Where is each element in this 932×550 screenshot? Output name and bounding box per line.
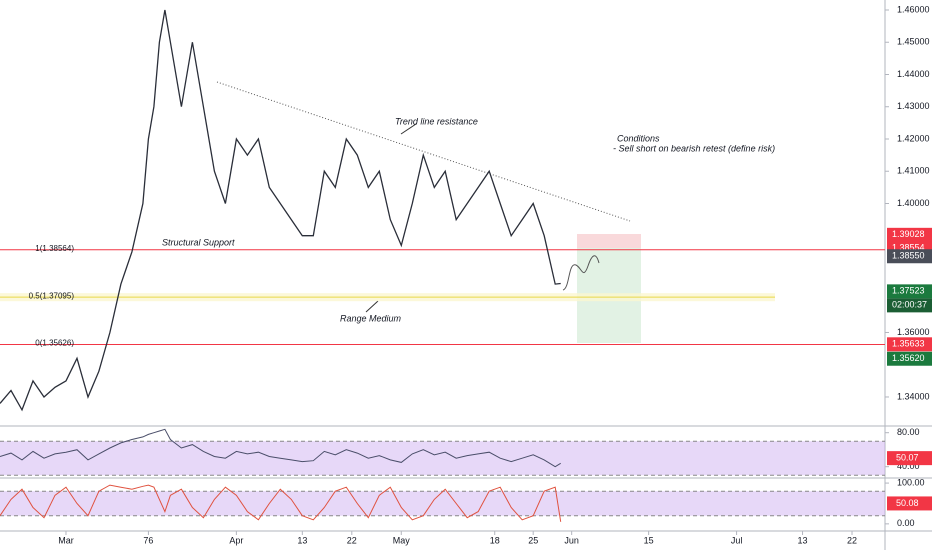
price-tag <box>887 249 932 264</box>
value-tag <box>887 496 932 511</box>
level-label: 0.5(1.37095) <box>29 291 75 300</box>
y-tick-label: 40.00 <box>897 461 920 471</box>
price-tag <box>887 284 932 299</box>
value-tag-label: 50.08 <box>896 498 919 508</box>
x-tick-label: Mar <box>58 535 74 545</box>
y-tick-label: 0.00 <box>897 518 915 528</box>
y-tick-label: 1.45000 <box>897 37 930 47</box>
y-tick-label: 100.00 <box>897 477 925 487</box>
countdown-tag <box>887 298 932 313</box>
y-tick-label: 80.00 <box>897 427 920 437</box>
x-tick-label: 15 <box>644 535 654 545</box>
annotation: Trend line resistance <box>395 116 478 126</box>
annotation: - Sell short on bearish retest (define r… <box>613 143 775 153</box>
level-label: 1(1.38564) <box>35 244 74 253</box>
x-tick-label: May <box>393 535 411 545</box>
x-tick-label: Apr <box>229 535 243 545</box>
annotation: Range Medium <box>340 313 402 323</box>
x-tick-label: 18 <box>490 535 500 545</box>
value-tag <box>887 451 932 466</box>
trend-line <box>216 81 631 222</box>
x-tick-label: 13 <box>798 535 808 545</box>
level-label: 0(1.35626) <box>35 339 74 348</box>
y-tick-label: 1.43000 <box>897 101 930 111</box>
value-tag-label: 50.07 <box>896 453 919 463</box>
countdown: 02:00:37 <box>892 300 927 310</box>
price-tag-label: 1.39028 <box>892 229 925 239</box>
y-tick-label: 1.42000 <box>897 133 930 143</box>
y-tick-label: 1.34000 <box>897 391 930 401</box>
y-tick-label: 1.36000 <box>897 327 930 337</box>
y-tick-label: 1.40000 <box>897 198 930 208</box>
x-tick-label: 22 <box>847 535 857 545</box>
stop-zone <box>577 234 641 248</box>
band <box>0 441 885 476</box>
x-tick-label: 25 <box>528 535 538 545</box>
price-tag-label: 1.35620 <box>892 353 925 363</box>
price-line <box>0 428 561 468</box>
annotation: Conditions <box>617 133 660 143</box>
x-tick-label: 13 <box>297 535 307 545</box>
price-line <box>0 484 562 522</box>
x-tick-label: 76 <box>143 535 153 545</box>
annotation-arrow <box>400 123 417 135</box>
price-tag-label: 1.35633 <box>892 339 925 349</box>
price-tag-label: 1.38550 <box>892 251 925 261</box>
y-tick-label: 1.44000 <box>897 69 930 79</box>
price-line <box>0 9 561 412</box>
projection <box>562 255 600 291</box>
annotation: Structural Support <box>162 237 235 247</box>
price-tag <box>887 337 932 352</box>
y-tick-label: 1.46000 <box>897 4 930 14</box>
price-tag <box>887 227 932 242</box>
y-tick-label: 1.41000 <box>897 166 930 176</box>
x-tick-label: Jul <box>731 535 743 545</box>
price-tag <box>887 351 932 366</box>
price-tag-label: 1.37523 <box>892 286 925 296</box>
price-tag-label: 1.38554 <box>892 242 925 252</box>
x-tick-label: 22 <box>347 535 357 545</box>
x-tick-label: Jun <box>564 535 579 545</box>
band <box>0 491 885 516</box>
annotation-arrow <box>365 300 379 313</box>
